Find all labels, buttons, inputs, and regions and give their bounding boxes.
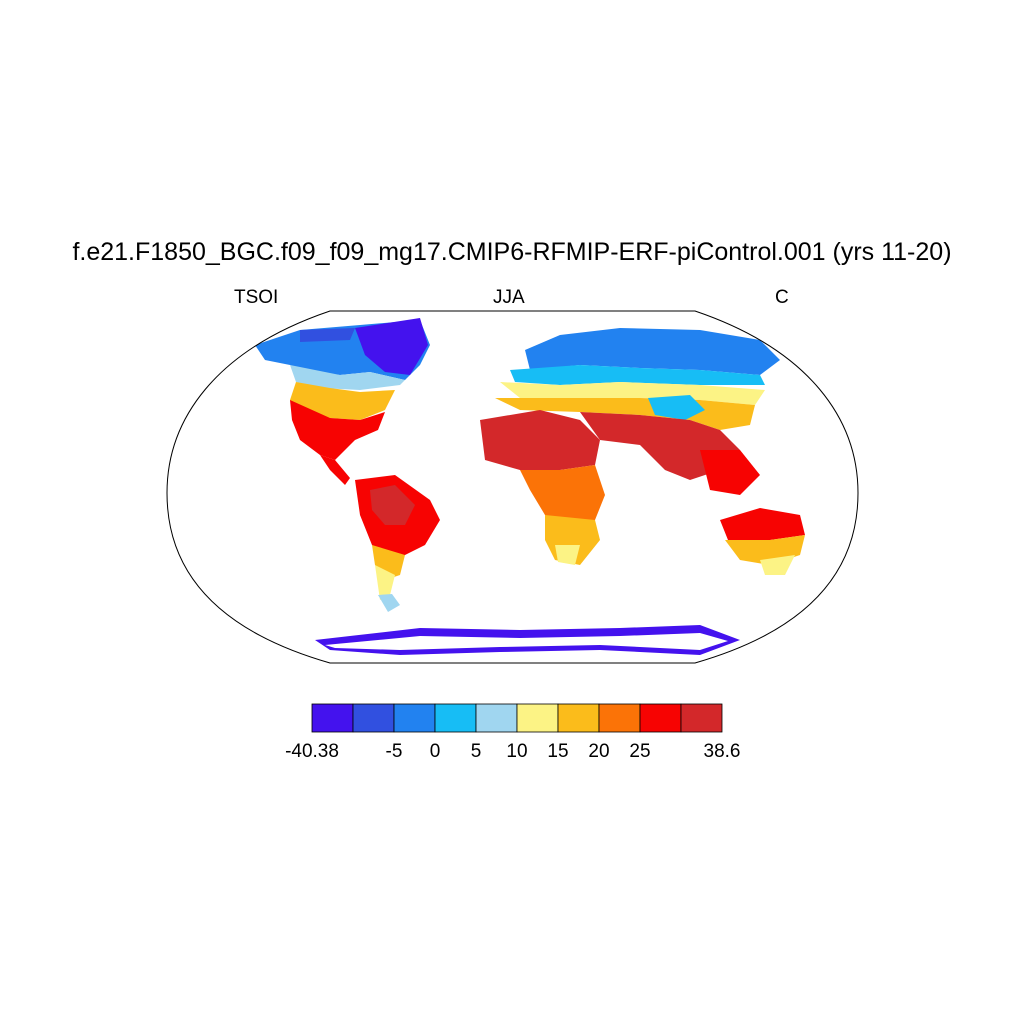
south-america-core bbox=[370, 485, 415, 525]
colorbar-tick-label: 25 bbox=[629, 741, 650, 762]
units-label: C bbox=[775, 287, 789, 308]
south-america-cool bbox=[375, 565, 395, 600]
map-frame bbox=[166, 310, 859, 664]
colorbar-tick-label: -5 bbox=[386, 741, 403, 762]
colorbar-tick-label: 5 bbox=[471, 741, 482, 762]
greenland bbox=[355, 318, 428, 375]
colorbar-tick-label: -40.38 bbox=[285, 741, 339, 762]
colorbar-swatch bbox=[352, 703, 395, 733]
siberia-cold bbox=[525, 328, 780, 375]
eurasia-mild bbox=[500, 382, 765, 405]
africa-south-tip bbox=[555, 545, 580, 565]
north-america-cool bbox=[290, 365, 405, 390]
colorbar-tick-label: 20 bbox=[588, 741, 609, 762]
colorbar-swatch bbox=[434, 703, 477, 733]
land-fields bbox=[255, 318, 805, 655]
colorbar-swatch bbox=[311, 703, 354, 733]
africa-sahara bbox=[480, 410, 600, 470]
eurasia-cool bbox=[510, 365, 765, 385]
australia-south bbox=[760, 555, 795, 575]
southeast-asia bbox=[700, 450, 760, 495]
map-title: f.e21.F1850_BGC.f09_f09_mg17.CMIP6-RFMIP… bbox=[72, 238, 952, 266]
colorbar-tick-label: 15 bbox=[547, 741, 568, 762]
north-america-mid bbox=[290, 382, 395, 420]
central-america bbox=[320, 455, 350, 485]
patagonia bbox=[378, 594, 400, 612]
colorbar-swatch bbox=[516, 703, 559, 733]
season-label: JJA bbox=[493, 287, 525, 308]
arctic-islands bbox=[300, 328, 355, 342]
variable-label: TSOI bbox=[234, 287, 279, 308]
colorbar-swatch bbox=[639, 703, 682, 733]
colorbar-swatch bbox=[680, 703, 723, 733]
australia-north bbox=[720, 508, 805, 545]
africa-central bbox=[520, 465, 605, 525]
antarctica-interior bbox=[325, 633, 728, 650]
colorbar-tick-label: 38.6 bbox=[704, 741, 741, 762]
colorbar-swatch bbox=[393, 703, 436, 733]
tibet-plateau bbox=[648, 395, 705, 420]
colorbar-tick-label: 0 bbox=[430, 741, 441, 762]
colorbar-swatch bbox=[475, 703, 518, 733]
colorbar-swatch bbox=[598, 703, 641, 733]
colorbar-swatch bbox=[557, 703, 600, 733]
middle-east-south-asia bbox=[580, 412, 740, 480]
north-america-warm bbox=[290, 400, 385, 460]
colorbar-tick-label: 10 bbox=[506, 741, 527, 762]
